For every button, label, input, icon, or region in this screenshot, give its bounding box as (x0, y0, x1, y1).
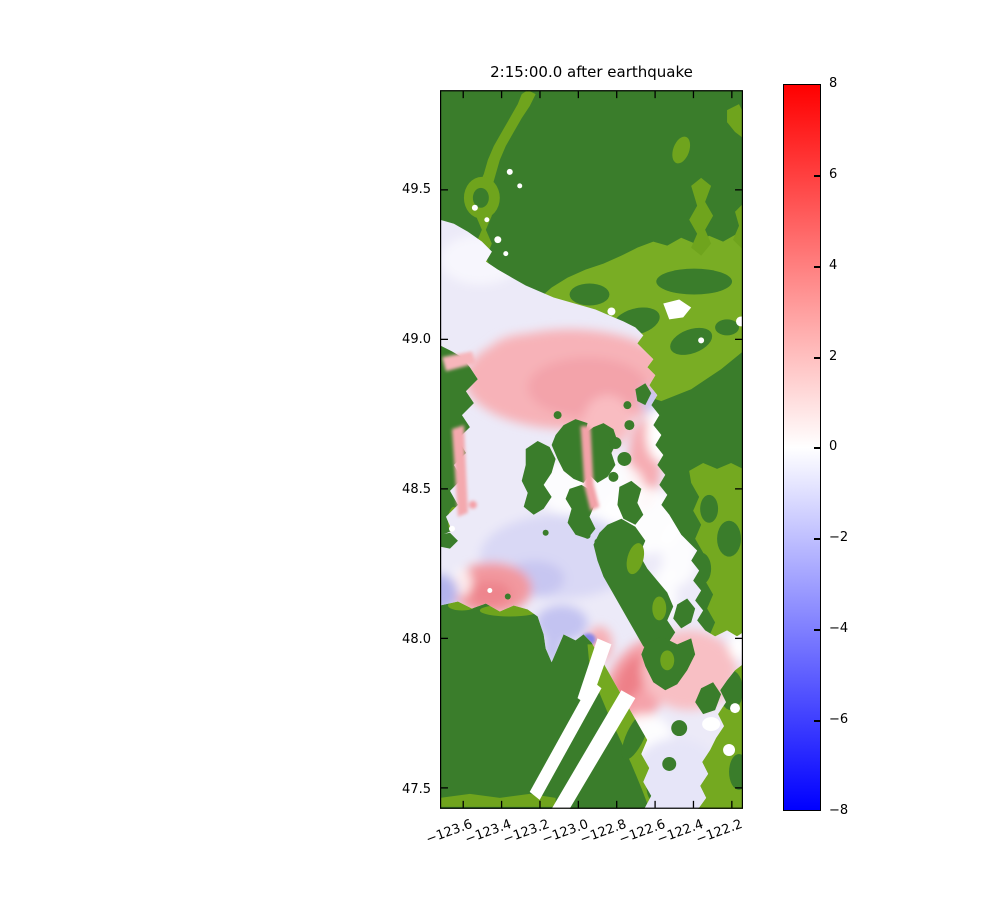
colorbar-tick (814, 538, 820, 540)
colorbar-label-m4: −4 (829, 621, 849, 636)
pink-inlets (441, 351, 600, 517)
island-whidbey (593, 518, 676, 653)
colorbar-label-8: 8 (829, 76, 838, 91)
colorbar-label-m2: −2 (829, 530, 849, 545)
colorbar-label-0: 0 (829, 439, 838, 454)
colorbar-tick (814, 447, 820, 449)
axis-ticks (440, 91, 743, 808)
colorbar-tick (814, 175, 820, 177)
y-tick-label-49.5: 49.5 (402, 182, 431, 197)
colorbar-label-m8: −8 (829, 803, 849, 818)
y-tick-label-48.0: 48.0 (402, 632, 431, 647)
island-camano (673, 598, 696, 629)
white-patches (448, 168, 743, 809)
colorbar-label-2: 2 (829, 349, 838, 364)
colorbar-tick (814, 629, 820, 631)
y-tick-label-48.5: 48.5 (402, 482, 431, 497)
colorbar-label-m6: −6 (829, 712, 849, 727)
y-tick-label-49.0: 49.0 (402, 332, 431, 347)
map-plot-area (440, 90, 743, 809)
island-fidalgo (617, 480, 644, 525)
colorbar-label-4: 4 (829, 258, 838, 273)
island-sanjuan (521, 441, 556, 515)
colorbar-tick (814, 357, 820, 359)
vancouver-island-tip (440, 532, 458, 549)
colorbar-tick (814, 720, 820, 722)
peninsula-lummi (635, 383, 652, 406)
plot-title: 2:15:00.0 after earthquake (490, 63, 693, 81)
colorbar (783, 84, 821, 811)
y-tick-label-47.5: 47.5 (402, 782, 431, 797)
map-plot (440, 90, 743, 809)
axis-frame (440, 90, 743, 809)
colorbar-label-6: 6 (829, 167, 838, 182)
colorbar-tick (814, 266, 820, 268)
